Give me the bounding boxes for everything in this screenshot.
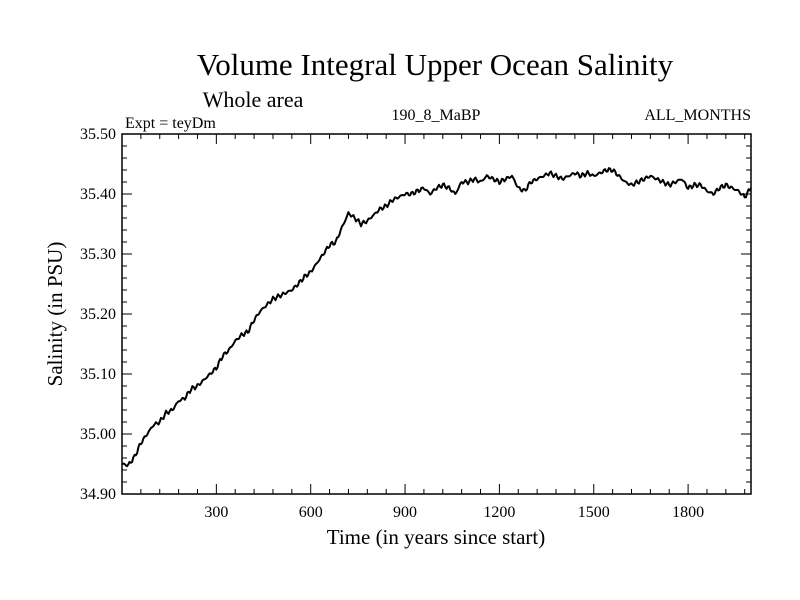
experiment-label: Expt = teyDm [125,115,216,132]
y-tick-label: 35.40 [80,186,116,203]
y-tick-label: 34.90 [80,486,116,503]
axis-ticks [122,133,751,495]
x-tick-label: 600 [299,504,323,521]
y-tick-label: 35.20 [80,306,116,323]
salinity-series-line [121,167,752,468]
x-axis-label: Time (in years since start) [327,525,546,549]
period-label: 190_8_MaBP [392,107,481,124]
y-tick-label: 35.50 [80,126,116,143]
chart-title: Volume Integral Upper Ocean Salinity [197,47,674,82]
x-tick-label: 1200 [483,504,515,521]
y-tick-label: 35.30 [80,246,116,263]
x-tick-label: 1500 [578,504,610,521]
y-tick-label: 35.10 [80,366,116,383]
axis-tick-labels: 300 600 900 1200 1500 1800 34.90 35.00 35.10 35.2… [80,126,704,521]
x-tick-label: 1800 [672,504,704,521]
y-tick-label: 35.00 [80,426,116,443]
y-axis-label: Salinity (in PSU) [43,242,67,387]
chart-subtitle: Whole area [203,87,304,112]
months-label: ALL_MONTHS [644,107,751,124]
x-tick-label: 900 [393,504,417,521]
x-tick-label: 300 [204,504,228,521]
